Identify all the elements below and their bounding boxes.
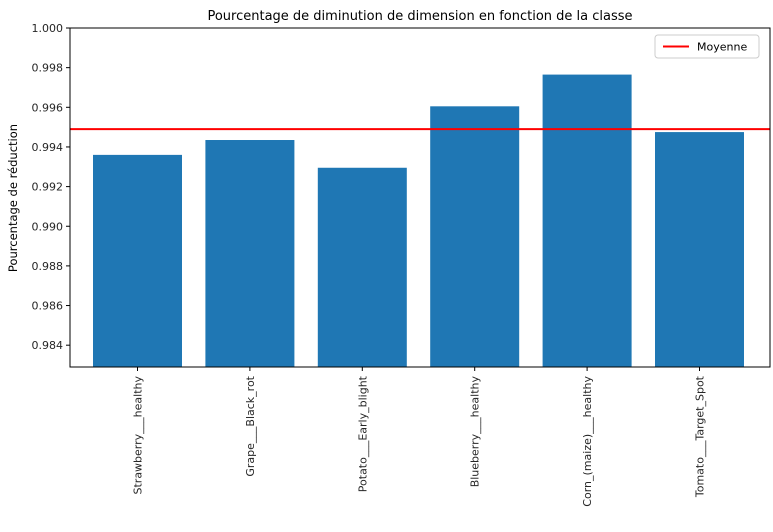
y-tick-label: 0.988 (32, 260, 64, 273)
bar-2 (205, 140, 295, 367)
y-tick-label: 0.990 (32, 220, 64, 233)
bar-5 (542, 74, 632, 367)
legend: Moyenne (654, 34, 760, 59)
y-tick-label: 0.986 (32, 300, 64, 313)
x-tick-label: Tomato___Target_Spot (694, 375, 707, 498)
x-tick-label: Grape___Black_rot (244, 375, 257, 476)
legend-mean-label: Moyenne (697, 41, 747, 54)
y-tick-label: 0.994 (32, 141, 64, 154)
y-axis-label: Pourcentage de réduction (6, 124, 20, 272)
y-tick-label: 0.996 (32, 101, 64, 114)
x-tick-label: Corn_(maize)___healthy (581, 376, 594, 507)
x-tick-label: Blueberry___healthy (469, 376, 482, 488)
y-tick-label: 0.984 (32, 339, 64, 352)
y-tick-label: 0.992 (32, 181, 64, 194)
bars-group (93, 74, 744, 367)
x-axis: Strawberry___healthy Grape___Black_rot Pot… (132, 367, 707, 507)
legend-box (654, 34, 760, 59)
bar-3 (317, 167, 407, 367)
y-axis: 0.984 0.986 0.988 0.990 0.992 0.994 0.996 0.998… (32, 22, 70, 352)
y-tick-label: 1.000 (32, 22, 64, 35)
bar-6 (655, 132, 744, 367)
y-tick-label: 0.998 (32, 62, 64, 75)
chart-title: Pourcentage de diminution de dimension e… (207, 9, 632, 24)
x-tick-label: Potato___Early_blight (356, 375, 369, 492)
bar-1 (93, 154, 182, 367)
bar-4 (430, 106, 520, 367)
x-tick-label: Strawberry___healthy (132, 376, 145, 495)
plot-frame (69, 27, 771, 368)
